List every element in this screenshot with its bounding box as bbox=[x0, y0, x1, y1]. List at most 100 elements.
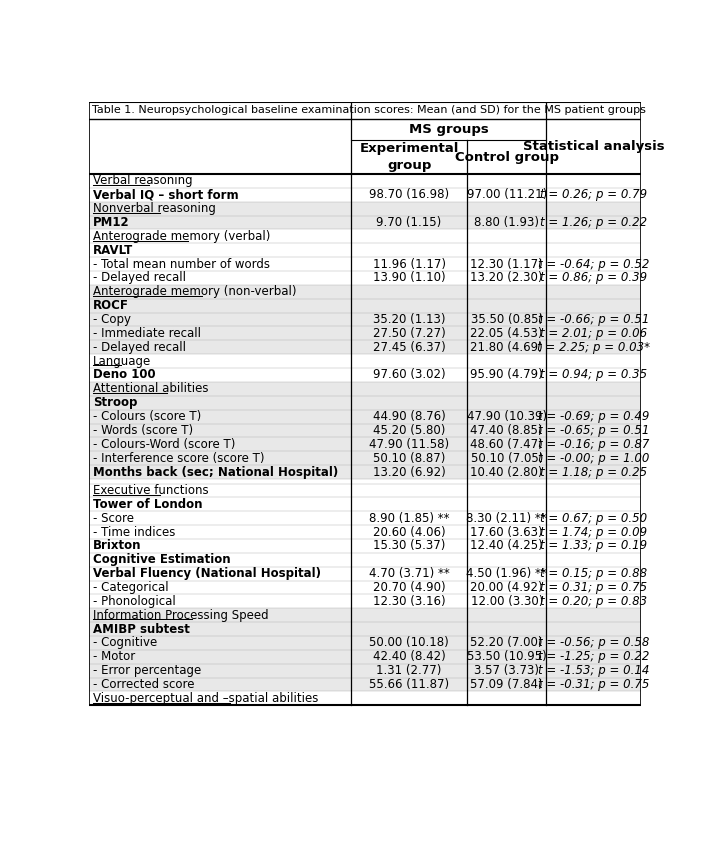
Text: Table 1. Neuropsychological baseline examination scores: Mean (and SD) for the M: Table 1. Neuropsychological baseline exa… bbox=[92, 105, 646, 115]
Text: Brixton: Brixton bbox=[93, 540, 142, 552]
Bar bbox=[89, 119, 641, 140]
Bar bbox=[89, 340, 641, 354]
Text: t = -0.64; p = 0.52: t = -0.64; p = 0.52 bbox=[538, 257, 649, 270]
Text: 20.00 (4.92): 20.00 (4.92) bbox=[471, 581, 543, 594]
Text: 35.20 (1.13): 35.20 (1.13) bbox=[373, 313, 445, 326]
Text: 57.09 (7.84): 57.09 (7.84) bbox=[471, 678, 543, 691]
Text: t = 1.18; p = 0.25: t = 1.18; p = 0.25 bbox=[540, 466, 647, 479]
Text: 44.90 (8.76): 44.90 (8.76) bbox=[372, 410, 446, 423]
Text: Verbal IQ – short form: Verbal IQ – short form bbox=[93, 188, 239, 202]
Text: - Copy: - Copy bbox=[93, 313, 131, 326]
Text: - Phonological: - Phonological bbox=[93, 595, 176, 608]
Text: t = 1.74; p = 0.09: t = 1.74; p = 0.09 bbox=[540, 526, 647, 539]
Text: t = -0.31; p = 0.75: t = -0.31; p = 0.75 bbox=[538, 678, 649, 691]
Text: 12.40 (4.25): 12.40 (4.25) bbox=[471, 540, 543, 552]
Text: 8.90 (1.85) **: 8.90 (1.85) ** bbox=[369, 512, 449, 524]
Bar bbox=[89, 580, 641, 595]
Bar bbox=[89, 636, 641, 650]
Bar bbox=[89, 188, 641, 202]
Text: t = 0.15; p = 0.88: t = 0.15; p = 0.88 bbox=[540, 567, 647, 580]
Text: - Error percentage: - Error percentage bbox=[93, 664, 201, 677]
Text: - Total mean number of words: - Total mean number of words bbox=[93, 257, 270, 270]
Text: 47.90 (11.58): 47.90 (11.58) bbox=[369, 438, 449, 451]
Text: Months back (sec; National Hospital): Months back (sec; National Hospital) bbox=[93, 466, 338, 479]
Text: Attentional abilities: Attentional abilities bbox=[93, 382, 209, 396]
Text: RAVLT: RAVLT bbox=[93, 244, 133, 257]
Text: - Time indices: - Time indices bbox=[93, 526, 175, 539]
Text: 4.70 (3.71) **: 4.70 (3.71) ** bbox=[369, 567, 449, 580]
Bar bbox=[89, 678, 641, 691]
Text: 52.20 (7.00): 52.20 (7.00) bbox=[471, 636, 543, 650]
Bar bbox=[89, 595, 641, 608]
Text: 97.00 (11.21): 97.00 (11.21) bbox=[466, 188, 547, 202]
Text: 11.96 (1.17): 11.96 (1.17) bbox=[372, 257, 446, 270]
Text: 12.30 (1.17): 12.30 (1.17) bbox=[471, 257, 543, 270]
Text: - Delayed recall: - Delayed recall bbox=[93, 340, 186, 354]
Text: 47.40 (8.85): 47.40 (8.85) bbox=[471, 424, 543, 437]
Bar bbox=[89, 243, 641, 257]
Text: Verbal Fluency (National Hospital): Verbal Fluency (National Hospital) bbox=[93, 567, 321, 580]
Bar bbox=[89, 230, 641, 243]
Bar bbox=[89, 650, 641, 664]
Bar bbox=[89, 497, 641, 512]
Text: 3.57 (3.73): 3.57 (3.73) bbox=[474, 664, 539, 677]
Text: 95.90 (4.79): 95.90 (4.79) bbox=[471, 368, 543, 381]
Bar bbox=[89, 382, 641, 396]
Text: 48.60 (7.47): 48.60 (7.47) bbox=[471, 438, 543, 451]
Bar bbox=[89, 539, 641, 553]
Text: Experimental
group: Experimental group bbox=[360, 142, 459, 172]
Bar bbox=[89, 202, 641, 216]
Text: 4.50 (1.96) **: 4.50 (1.96) ** bbox=[466, 567, 547, 580]
Bar bbox=[89, 174, 641, 188]
Text: 97.60 (3.02): 97.60 (3.02) bbox=[373, 368, 446, 381]
Text: 21.80 (4.69): 21.80 (4.69) bbox=[471, 340, 543, 354]
Text: PM12: PM12 bbox=[93, 216, 130, 229]
Text: t = 0.94; p = 0.35: t = 0.94; p = 0.35 bbox=[540, 368, 647, 381]
Text: 13.90 (1.10): 13.90 (1.10) bbox=[373, 272, 446, 285]
Text: Deno 100: Deno 100 bbox=[93, 368, 155, 381]
Text: t = 0.31; p = 0.75: t = 0.31; p = 0.75 bbox=[540, 581, 647, 594]
Bar bbox=[89, 271, 641, 285]
Text: Visuo-perceptual and –spatial abilities: Visuo-perceptual and –spatial abilities bbox=[93, 692, 318, 705]
Bar bbox=[89, 368, 641, 382]
Text: 10.40 (2.80): 10.40 (2.80) bbox=[471, 466, 543, 479]
Bar bbox=[89, 216, 641, 230]
Bar bbox=[89, 437, 641, 451]
Text: 1.31 (2.77): 1.31 (2.77) bbox=[377, 664, 441, 677]
Text: Anterograde memory (verbal): Anterograde memory (verbal) bbox=[93, 230, 271, 243]
Text: Tower of London: Tower of London bbox=[93, 498, 202, 511]
Text: 50.10 (8.87): 50.10 (8.87) bbox=[373, 451, 445, 465]
Bar bbox=[89, 354, 641, 368]
Text: 27.50 (7.27): 27.50 (7.27) bbox=[372, 327, 446, 340]
Bar bbox=[89, 313, 641, 326]
Text: t = 0.20; p = 0.83: t = 0.20; p = 0.83 bbox=[540, 595, 647, 608]
Bar bbox=[89, 465, 641, 479]
Text: t = -0.65; p = 0.51: t = -0.65; p = 0.51 bbox=[538, 424, 649, 437]
Bar bbox=[89, 396, 641, 410]
Text: t = -0.66; p = 0.51: t = -0.66; p = 0.51 bbox=[538, 313, 649, 326]
Bar bbox=[89, 567, 641, 580]
Bar bbox=[89, 608, 641, 623]
Text: - Words (score T): - Words (score T) bbox=[93, 424, 193, 437]
Text: t = 0.86; p = 0.39: t = 0.86; p = 0.39 bbox=[540, 272, 647, 285]
Text: 47.90 (10.39): 47.90 (10.39) bbox=[466, 410, 547, 423]
Text: Control group: Control group bbox=[455, 151, 559, 163]
Text: 15.30 (5.37): 15.30 (5.37) bbox=[373, 540, 445, 552]
Bar bbox=[89, 512, 641, 525]
Text: t = -1.53; p = 0.14: t = -1.53; p = 0.14 bbox=[538, 664, 649, 677]
Bar bbox=[89, 326, 641, 340]
Text: Nonverbal reasoning: Nonverbal reasoning bbox=[93, 202, 216, 215]
Bar bbox=[89, 553, 641, 567]
Text: t = -0.56; p = 0.58: t = -0.56; p = 0.58 bbox=[538, 636, 649, 650]
Text: t = -0.00; p = 1.00: t = -0.00; p = 1.00 bbox=[538, 451, 649, 465]
Text: 50.00 (10.18): 50.00 (10.18) bbox=[370, 636, 449, 650]
Text: 20.70 (4.90): 20.70 (4.90) bbox=[373, 581, 446, 594]
Text: 35.50 (0.85): 35.50 (0.85) bbox=[471, 313, 543, 326]
Text: 8.30 (2.11) **: 8.30 (2.11) ** bbox=[466, 512, 547, 524]
Text: 12.00 (3.30): 12.00 (3.30) bbox=[471, 595, 543, 608]
Text: t = -0.16; p = 0.87: t = -0.16; p = 0.87 bbox=[538, 438, 649, 451]
Text: 27.45 (6.37): 27.45 (6.37) bbox=[372, 340, 446, 354]
Text: 8.80 (1.93): 8.80 (1.93) bbox=[474, 216, 539, 229]
Text: 13.20 (6.92): 13.20 (6.92) bbox=[372, 466, 446, 479]
Text: Language: Language bbox=[93, 355, 151, 368]
